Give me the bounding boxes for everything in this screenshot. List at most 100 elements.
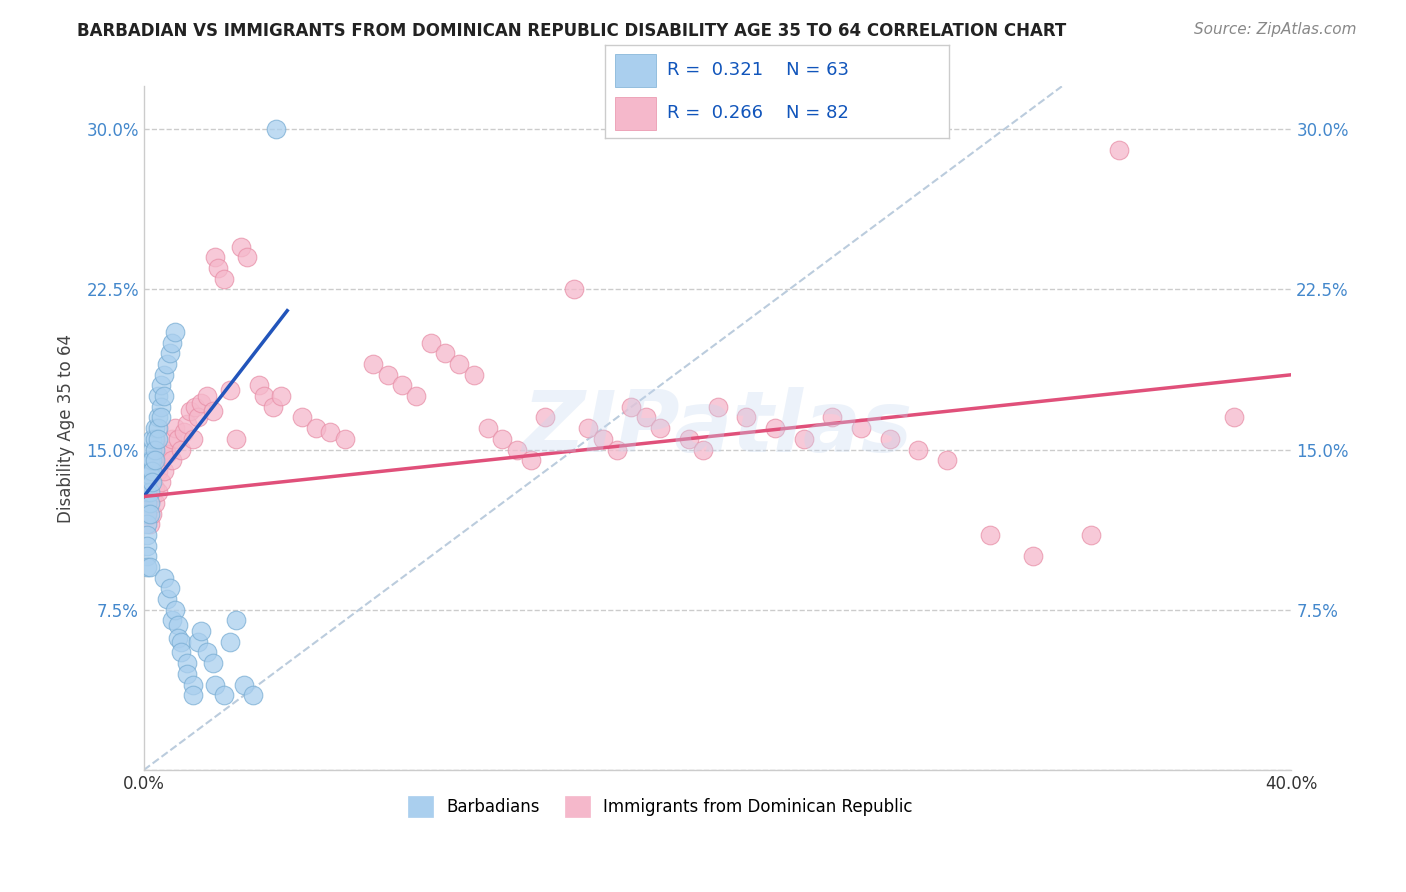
Point [606,442,628,457]
Point [176,656,198,670]
Point [233,677,256,691]
Point [146,410,169,425]
Point [218,383,240,397]
Point [138,468,160,483]
Point [225,432,247,446]
Text: R =  0.266    N = 82: R = 0.266 N = 82 [666,104,848,122]
Point [135,517,157,532]
Point [907,442,929,457]
Point [491,432,513,446]
Point [141,490,163,504]
Point [135,496,157,510]
Point [138,485,160,500]
Point [159,346,181,360]
Point [141,507,163,521]
Point [135,475,157,489]
Point [165,421,187,435]
Text: Source: ZipAtlas.com: Source: ZipAtlas.com [1194,22,1357,37]
Point [562,282,585,296]
Point [361,357,384,371]
Point [236,250,259,264]
Point [156,357,179,371]
Point [207,260,229,275]
Point [377,368,399,382]
Point [212,688,235,702]
Point [150,475,173,489]
Point [463,368,485,382]
Text: BARBADIAN VS IMMIGRANTS FROM DOMINICAN REPUBLIC DISABILITY AGE 35 TO 64 CORRELAT: BARBADIAN VS IMMIGRANTS FROM DOMINICAN R… [77,22,1067,40]
Point [141,442,163,457]
Point [477,421,499,435]
Point [153,571,176,585]
Point [195,645,218,659]
Legend: Barbadians, Immigrants from Dominican Republic: Barbadians, Immigrants from Dominican Re… [401,789,920,823]
Point [162,614,184,628]
Point [190,395,212,409]
Point [520,453,543,467]
Point [162,335,184,350]
Text: ZIPatlas: ZIPatlas [523,386,912,470]
Point [247,378,270,392]
Point [264,122,287,136]
Point [231,239,253,253]
Point [449,357,471,371]
Point [170,442,193,457]
Point [135,560,157,574]
Point [170,635,193,649]
Point [578,421,600,435]
Point [141,475,163,489]
Point [146,464,169,478]
Point [634,410,657,425]
Point [138,507,160,521]
Point [146,389,169,403]
Point [167,432,190,446]
Point [143,432,166,446]
Point [201,404,224,418]
Point [821,410,844,425]
Point [176,417,198,431]
FancyBboxPatch shape [614,97,657,130]
Point [143,496,166,510]
Point [135,539,157,553]
Point [592,432,614,446]
Point [184,400,207,414]
Point [156,592,179,607]
Point [201,656,224,670]
Point [159,582,181,596]
Point [181,432,204,446]
Point [319,425,342,440]
Point [143,481,166,495]
Point [173,425,195,440]
Point [138,453,160,467]
Point [135,507,157,521]
Point [162,432,184,446]
Point [143,453,166,467]
Point [141,464,163,478]
Point [763,421,786,435]
Point [195,389,218,403]
Point [150,410,173,425]
Point [253,389,276,403]
Point [181,677,204,691]
Point [706,400,728,414]
Point [735,410,758,425]
Text: R =  0.321    N = 63: R = 0.321 N = 63 [666,62,849,79]
Point [290,410,312,425]
FancyBboxPatch shape [614,54,657,87]
Point [692,442,714,457]
Point [262,400,284,414]
Point [204,250,226,264]
Y-axis label: Disability Age 35 to 64: Disability Age 35 to 64 [58,334,75,523]
Point [135,528,157,542]
Point [204,677,226,691]
Point [179,404,201,418]
Point [936,453,959,467]
Point [434,346,457,360]
Point [190,624,212,639]
Point [1080,528,1102,542]
Point [1022,549,1045,564]
Point [143,421,166,435]
Point [176,666,198,681]
Point [150,400,173,414]
Point [391,378,413,392]
